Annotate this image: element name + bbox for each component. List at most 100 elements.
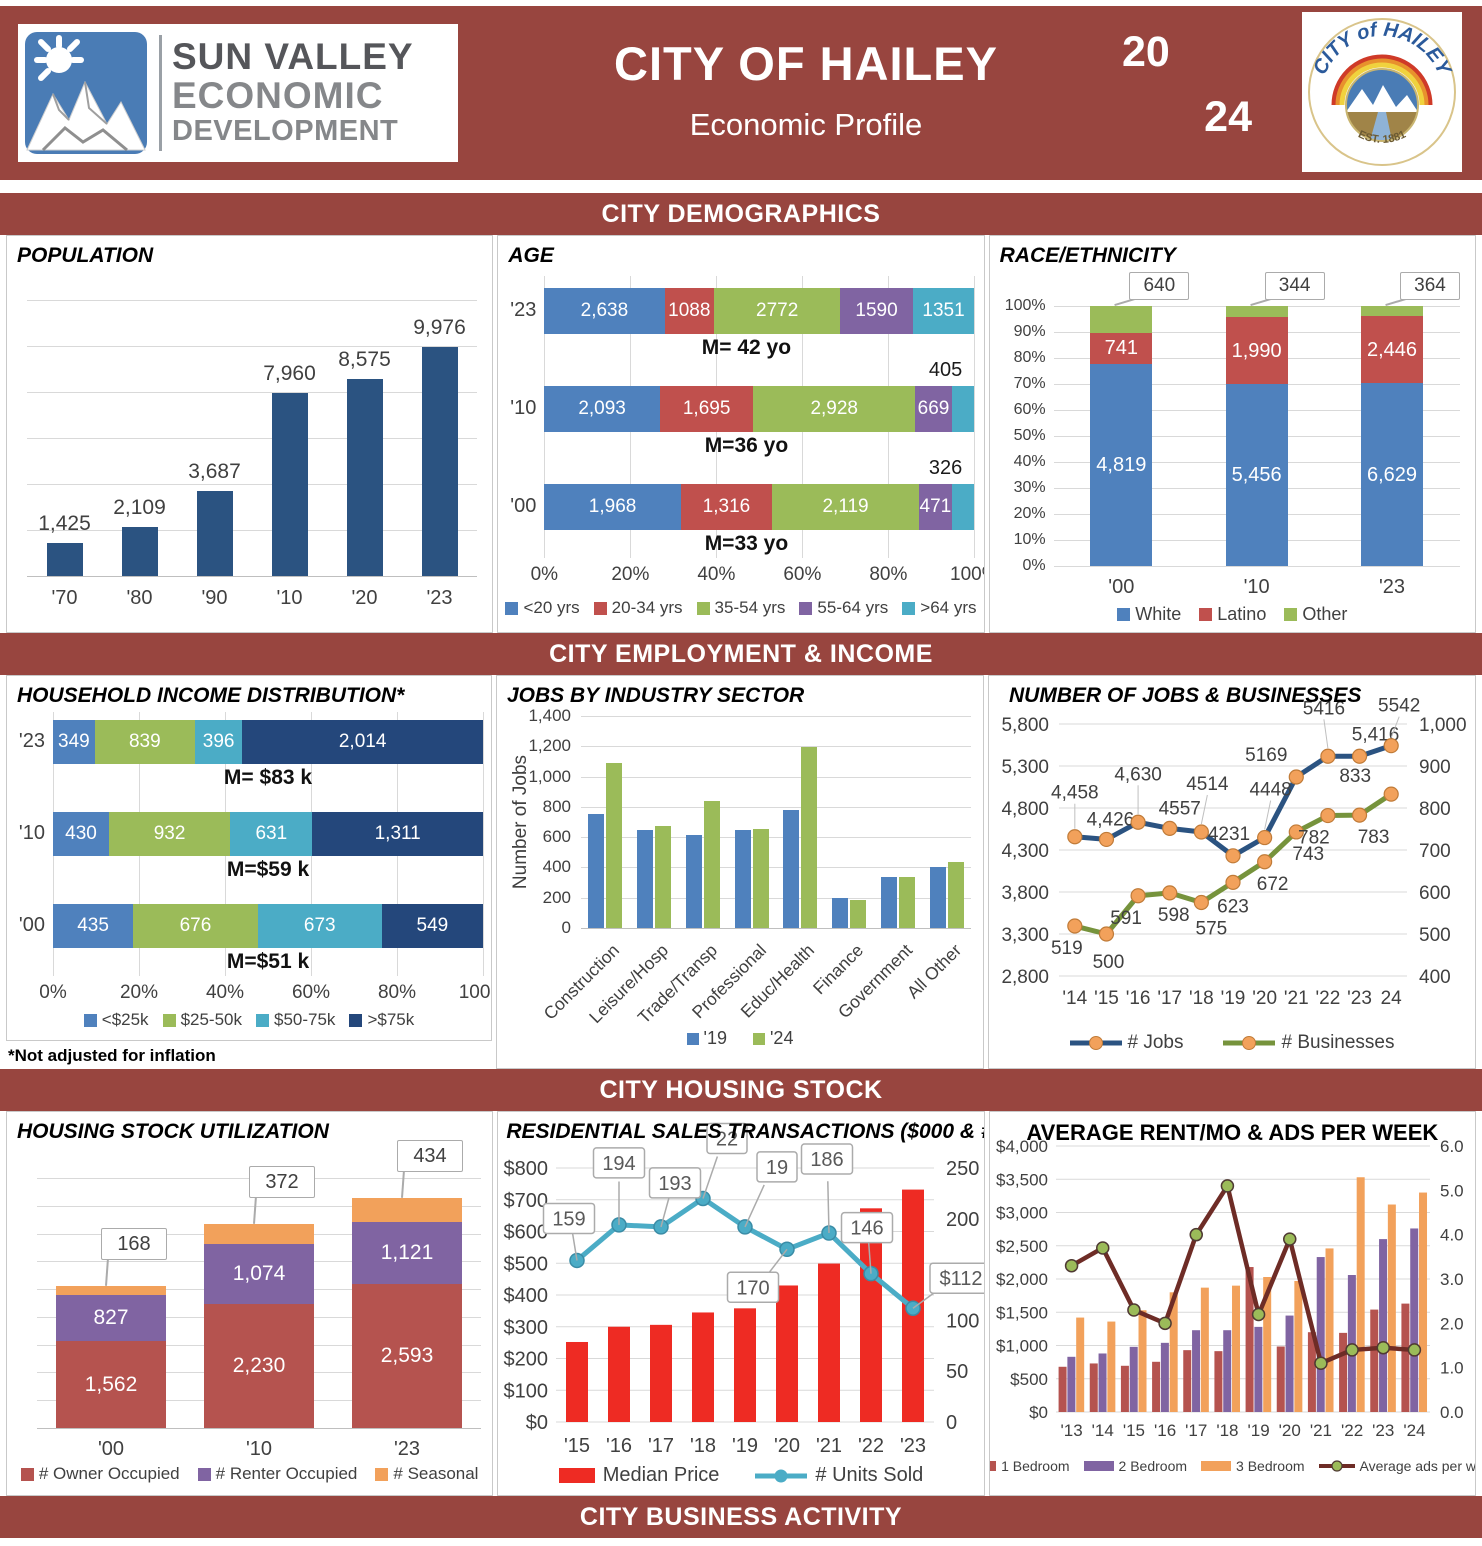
gridline xyxy=(581,806,971,808)
x-axis-label: '23 xyxy=(426,587,453,609)
x-axis-label: '23 xyxy=(393,1438,421,1460)
svg-text:1.0: 1.0 xyxy=(1440,1359,1464,1378)
legend-item: '24 xyxy=(753,1028,793,1049)
average-rent-chart: AVERAGE RENT/MO & ADS PER WEEK $0 $500 $1,… xyxy=(988,1111,1476,1496)
chart-title: RACE/ETHNICITY xyxy=(999,244,1176,267)
x-axis-label: '90 xyxy=(201,587,228,609)
bar xyxy=(783,809,800,928)
svg-text:'23: '23 xyxy=(900,1435,926,1457)
logo-divider xyxy=(159,35,162,151)
x-axis-label: 20% xyxy=(119,982,159,1003)
bar xyxy=(898,876,915,928)
svg-text:$200: $200 xyxy=(504,1349,549,1371)
legend-item: # Businesses xyxy=(1223,1032,1395,1054)
svg-text:591: 591 xyxy=(1110,908,1142,929)
gridline xyxy=(27,346,477,347)
segment-label: 741 xyxy=(1104,337,1138,360)
svg-text:'19: '19 xyxy=(1221,988,1246,1009)
svg-text:0: 0 xyxy=(946,1412,957,1434)
segment-label: 669 xyxy=(917,398,950,419)
svg-text:$0: $0 xyxy=(526,1412,548,1434)
svg-text:4,426: 4,426 xyxy=(1087,809,1135,830)
svg-text:2,800: 2,800 xyxy=(1001,967,1049,988)
svg-text:'19: '19 xyxy=(732,1435,758,1457)
svg-text:672: 672 xyxy=(1257,874,1289,895)
callout-label: 344 xyxy=(1278,275,1311,296)
y-axis-label: 100% xyxy=(1004,297,1046,314)
chart-title: AVERAGE RENT/MO & ADS PER WEEK xyxy=(1026,1120,1439,1145)
report-year: 20 24 xyxy=(1122,28,1252,142)
bar-segment xyxy=(204,1304,314,1428)
bar xyxy=(685,834,702,928)
bar-segment xyxy=(204,1223,314,1245)
callout-label: 364 xyxy=(1414,275,1446,296)
x-axis-label: '10 xyxy=(276,587,303,609)
callout-label: 434 xyxy=(413,1144,447,1167)
gridline xyxy=(27,484,477,485)
x-axis xyxy=(581,928,971,929)
legend: Median Price # Units Sold xyxy=(498,1464,983,1487)
bar-segment xyxy=(312,812,483,856)
callout: 434 xyxy=(397,1139,463,1172)
median-annotation: M=33 yo xyxy=(704,532,789,555)
bar-value-label: 1,425 xyxy=(38,512,91,536)
segment-label: 2,928 xyxy=(810,398,858,419)
svg-text:'15: '15 xyxy=(1094,988,1119,1009)
bar xyxy=(655,825,672,928)
segment-label: 1,968 xyxy=(588,496,637,517)
gridline xyxy=(974,276,976,558)
segment-label: 631 xyxy=(255,823,288,844)
svg-text:5,300: 5,300 xyxy=(1001,757,1049,778)
x-axis xyxy=(27,576,477,577)
callout: 640 xyxy=(1129,272,1190,300)
race-ethnicity-chart: RACE/ETHNICITY 0% 10% 20% 30% 40% 50% 60% 70% 80… xyxy=(988,235,1476,633)
bar-segment xyxy=(915,386,952,432)
chart-title: JOBS BY INDUSTRY SECTOR xyxy=(507,684,805,707)
svg-text:$100: $100 xyxy=(504,1380,549,1402)
legend-label: >$75k xyxy=(367,1010,415,1029)
callout-label: 372 xyxy=(265,1170,299,1193)
legend-item: 1 Bedroom xyxy=(989,1458,1070,1474)
segment-label: 1088 xyxy=(668,300,711,321)
svg-text:'21: '21 xyxy=(816,1435,842,1457)
bar-segment xyxy=(1225,306,1288,318)
bar xyxy=(196,491,233,576)
x-axis-label: 80% xyxy=(869,564,908,585)
median-annotation: M=36 yo xyxy=(704,434,789,457)
legend: <$25k $25-50k $50-75k >$75k xyxy=(7,1010,491,1030)
segment-label: 2,014 xyxy=(338,731,387,752)
bar xyxy=(832,897,849,928)
segment-label: 932 xyxy=(153,823,186,844)
section-banner-city-housing-stock: CITY HOUSING STOCK xyxy=(0,1069,1482,1111)
svg-text:'23: '23 xyxy=(1347,988,1372,1009)
svg-text:0.0: 0.0 xyxy=(1440,1403,1464,1422)
bar xyxy=(606,762,623,928)
bar xyxy=(588,814,605,928)
svg-text:$400: $400 xyxy=(504,1285,549,1307)
bar-segment xyxy=(133,904,258,948)
bar-segment xyxy=(242,720,483,764)
legend-label: Median Price xyxy=(602,1464,720,1486)
svg-text:600: 600 xyxy=(1419,883,1451,904)
svg-text:'23: '23 xyxy=(1372,1421,1394,1440)
svg-text:22: 22 xyxy=(716,1128,738,1150)
bar-segment xyxy=(1090,306,1153,333)
y-axis-label: 0% xyxy=(1022,557,1046,574)
svg-text:$800: $800 xyxy=(504,1158,549,1180)
segment-label: 396 xyxy=(202,731,235,752)
y-axis-label: '23 xyxy=(510,299,537,321)
segment-label: 549 xyxy=(416,915,449,936)
pointer-line xyxy=(401,1169,405,1198)
legend: White Latino Other xyxy=(990,604,1475,625)
bar-segment xyxy=(951,484,975,530)
bar-segment xyxy=(919,484,952,530)
segment-label: 827 xyxy=(93,1306,129,1330)
gridline xyxy=(27,530,477,531)
svg-text:3,800: 3,800 xyxy=(1001,883,1049,904)
svg-text:'17: '17 xyxy=(1185,1421,1207,1440)
segment-label: 1,990 xyxy=(1231,339,1282,362)
y-axis-label: '10 xyxy=(18,822,45,844)
bar-value-label: 8,575 xyxy=(338,347,391,371)
segment-label: 2,230 xyxy=(232,1354,286,1378)
chart-title: NUMBER OF JOBS & BUSINESSES xyxy=(1009,684,1362,707)
